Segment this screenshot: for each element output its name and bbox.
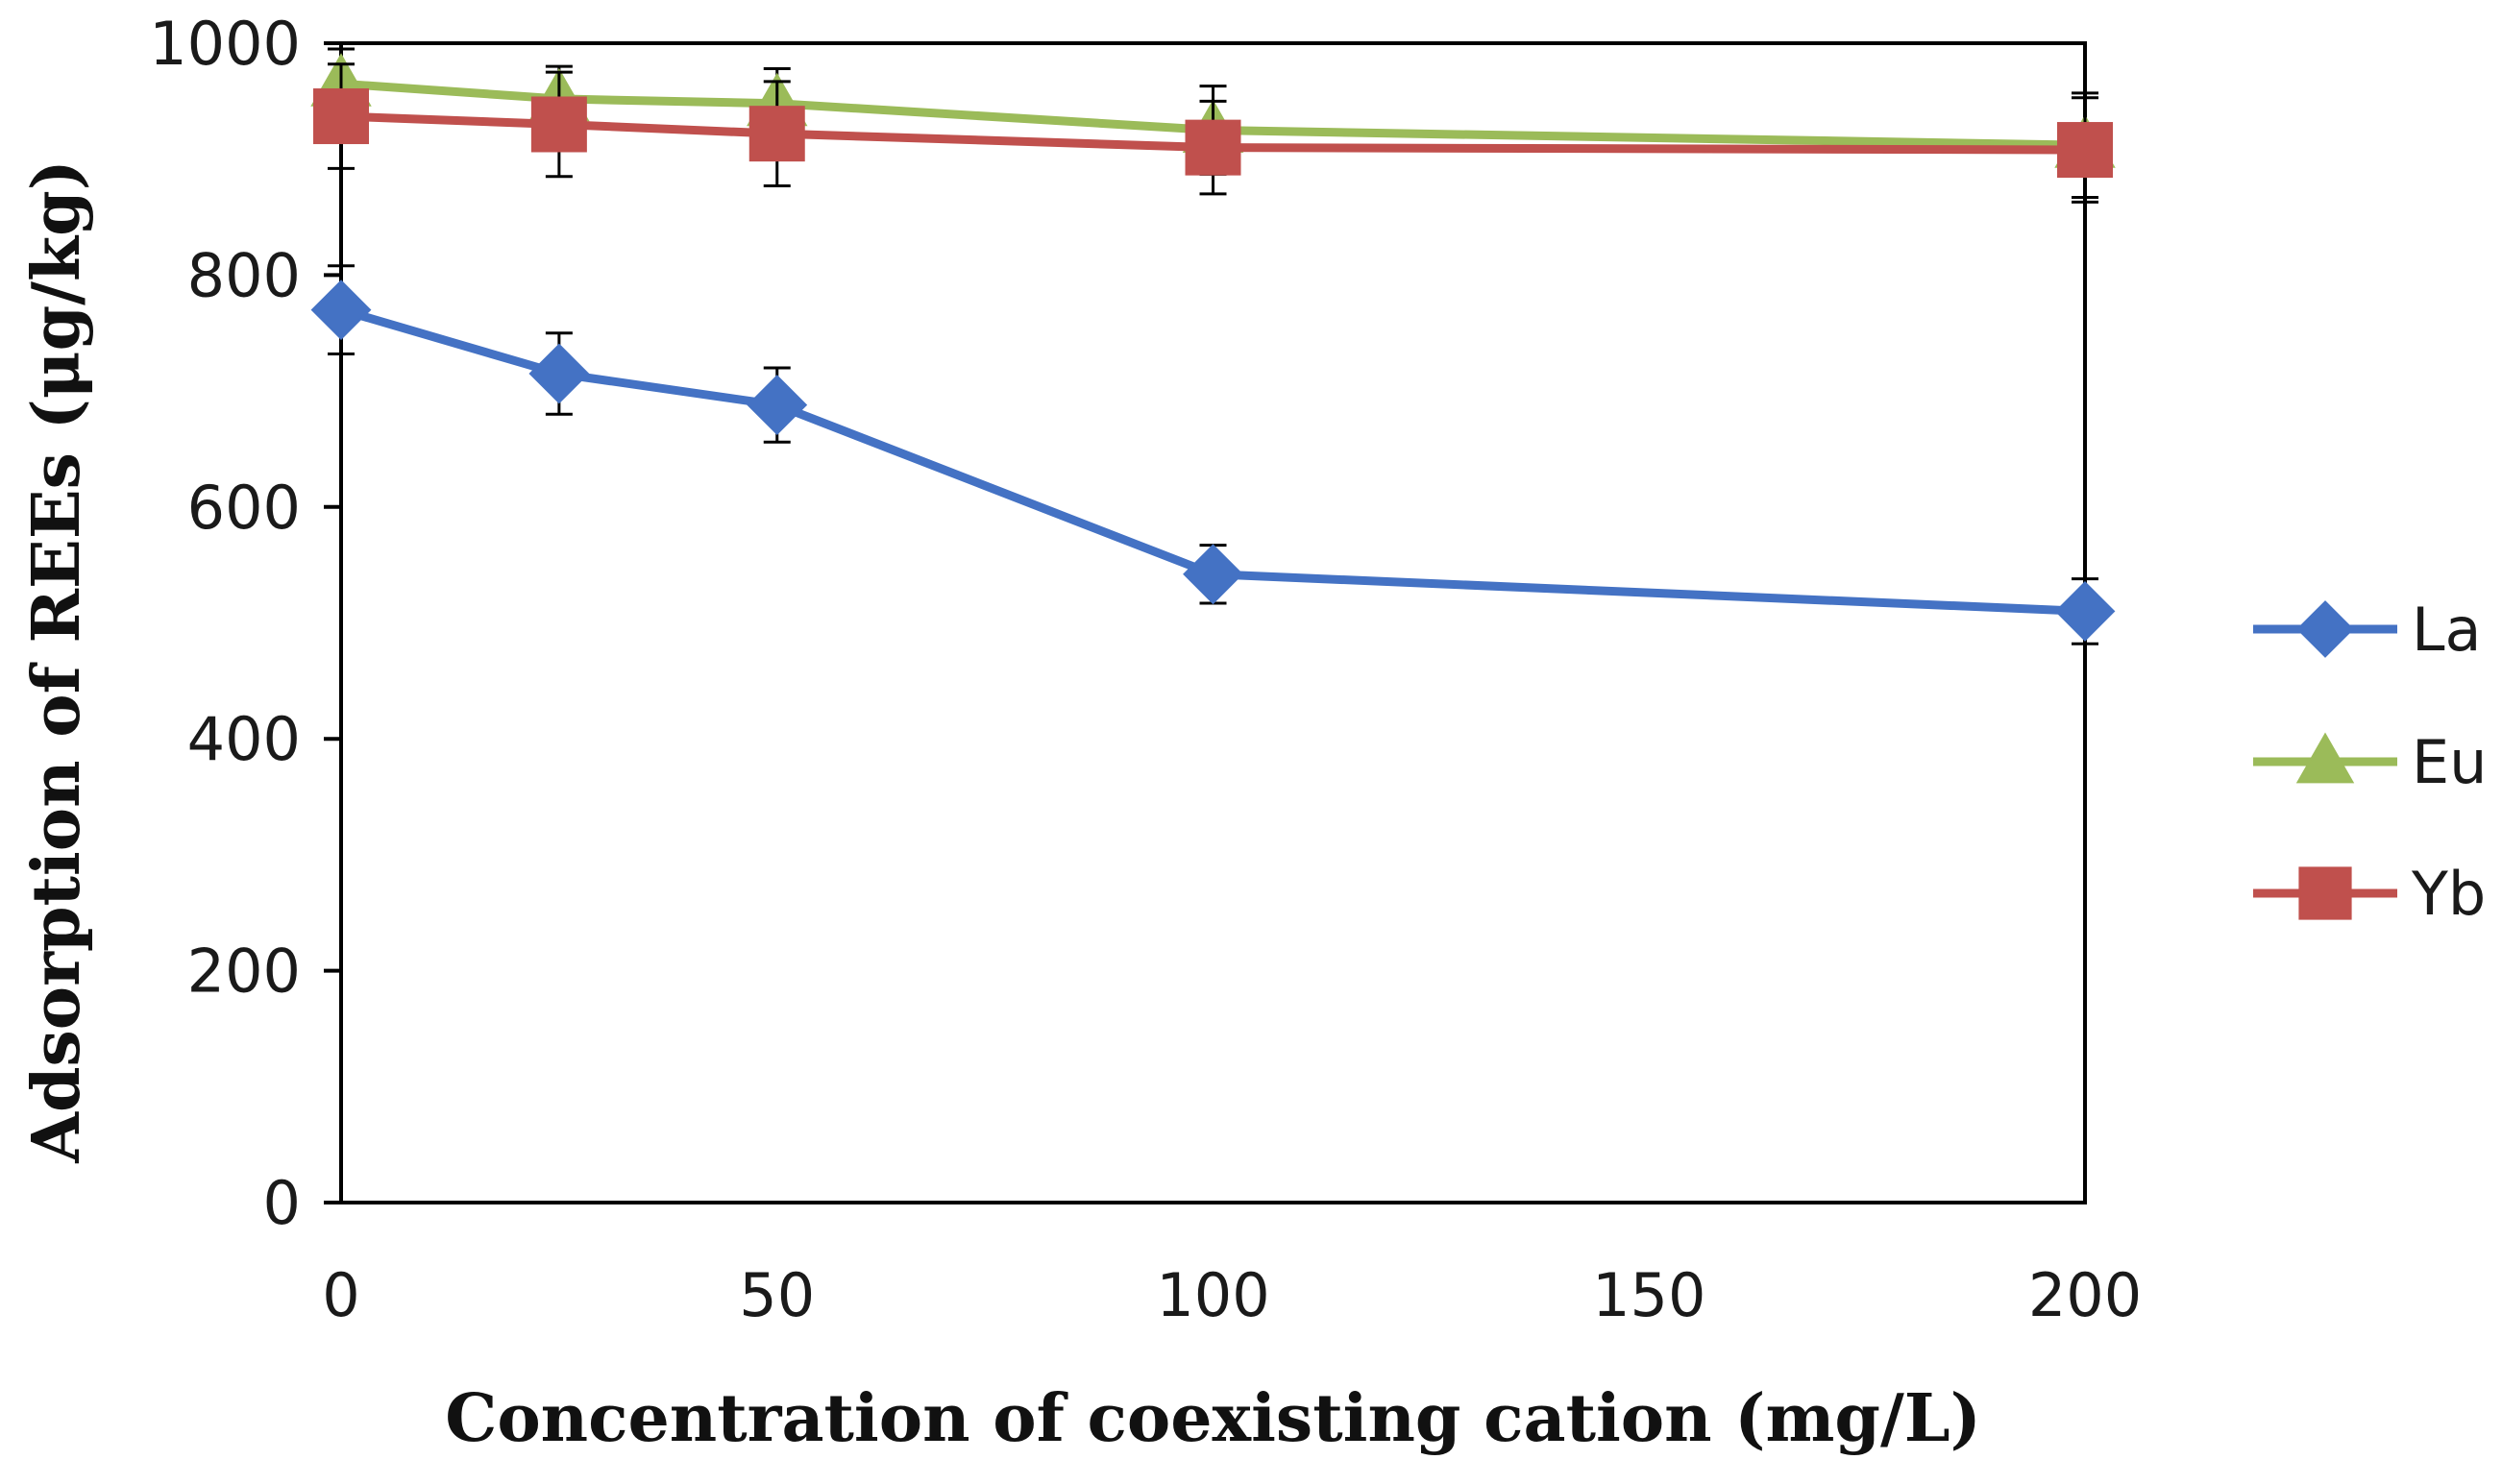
data-point-yb bbox=[313, 88, 369, 145]
legend-item-eu: Eu bbox=[2253, 727, 2487, 797]
y-tick-label: 200 bbox=[187, 937, 301, 1007]
series-layer bbox=[310, 47, 2116, 645]
data-point-yb bbox=[1185, 119, 1241, 176]
data-point-la bbox=[528, 343, 590, 404]
legend-marker bbox=[2298, 866, 2352, 920]
legend-label: Eu bbox=[2412, 727, 2487, 797]
data-point-yb bbox=[748, 106, 805, 162]
data-point-la bbox=[2054, 581, 2116, 642]
data-point-yb bbox=[2057, 122, 2113, 179]
x-tick-label: 200 bbox=[2028, 1260, 2142, 1330]
data-point-yb bbox=[530, 96, 587, 153]
y-tick-label: 1000 bbox=[149, 9, 301, 79]
x-tick-label: 0 bbox=[322, 1260, 359, 1330]
y-tick-label: 600 bbox=[187, 473, 301, 543]
data-point-la bbox=[747, 375, 808, 435]
y-tick-label: 0 bbox=[263, 1168, 301, 1238]
x-tick-label: 50 bbox=[739, 1260, 815, 1330]
x-tick-label: 100 bbox=[1156, 1260, 1269, 1330]
legend-label: Yb bbox=[2411, 859, 2486, 929]
y-axis-ticks: 0 200 400 600 800 1000 bbox=[149, 9, 341, 1238]
legend-marker bbox=[2295, 732, 2355, 784]
y-tick-label: 800 bbox=[187, 240, 301, 310]
series-yb bbox=[313, 62, 2113, 204]
series-la bbox=[310, 264, 2116, 645]
legend-item-yb: Yb bbox=[2253, 859, 2486, 929]
legend-item-la: La bbox=[2253, 595, 2482, 665]
y-axis-title: Adsorption of REEs (μg/kg) bbox=[18, 159, 95, 1164]
legend-label: La bbox=[2412, 595, 2482, 665]
data-point-la bbox=[310, 280, 372, 341]
y-tick-label: 400 bbox=[187, 704, 301, 774]
x-axis-title: Concentration of coexisting cation (mg/L… bbox=[445, 1380, 1981, 1457]
legend: La Eu Yb bbox=[2253, 595, 2487, 929]
legend-marker bbox=[2296, 600, 2354, 658]
x-axis-ticks: 0 50 100 150 200 bbox=[322, 1260, 2142, 1330]
x-tick-label: 150 bbox=[1592, 1260, 1705, 1330]
data-point-la bbox=[1183, 544, 1243, 605]
